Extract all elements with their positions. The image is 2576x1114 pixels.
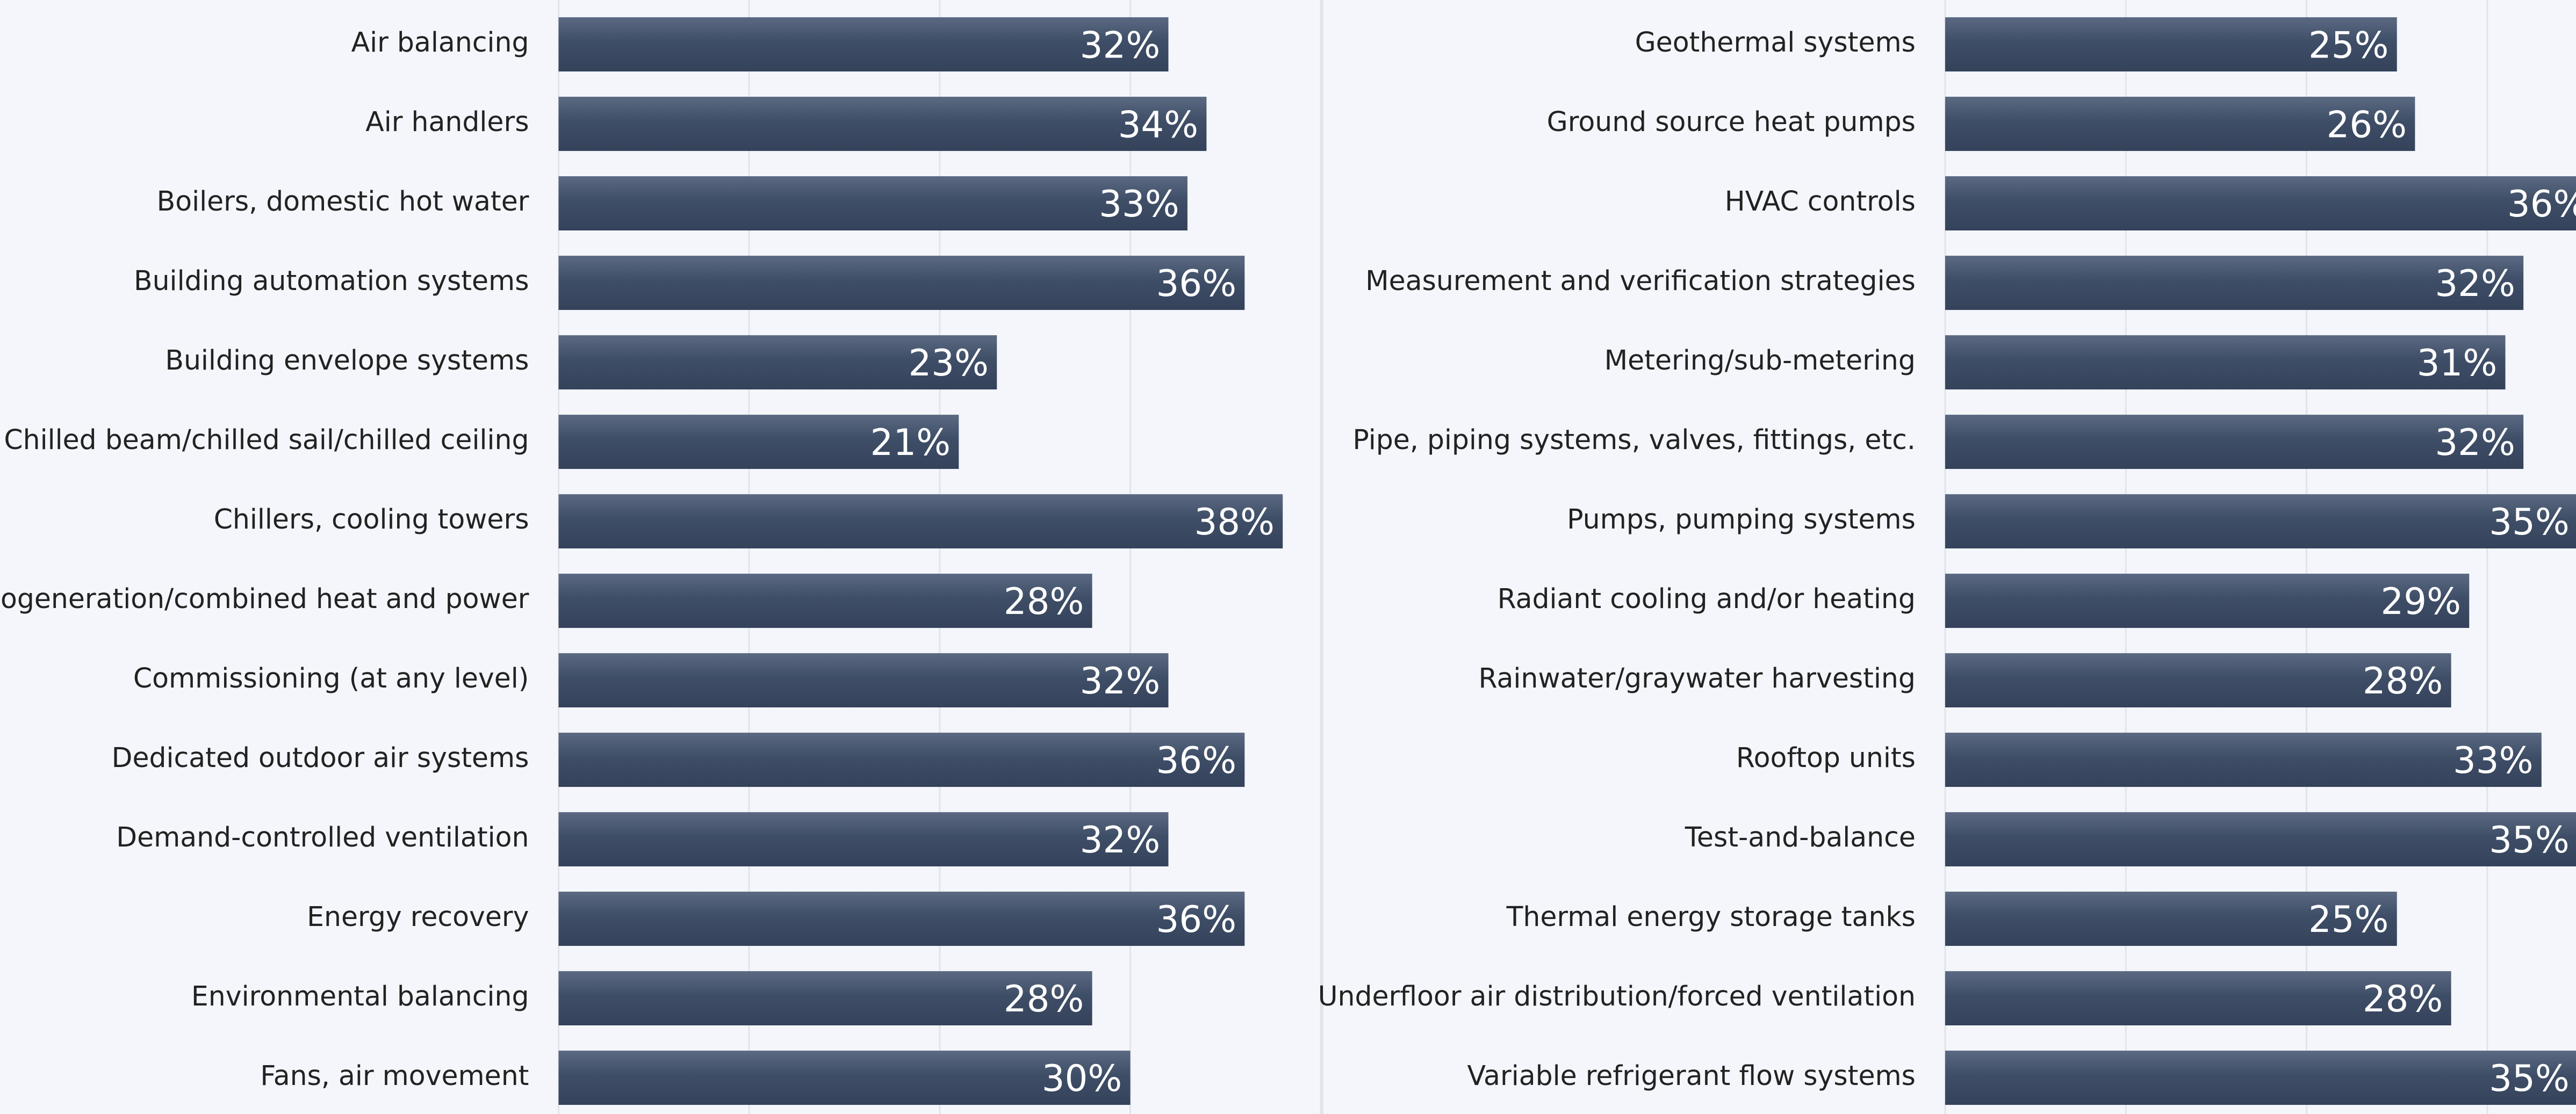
value-label: 21% (870, 422, 951, 464)
bar (1945, 97, 2415, 151)
category-label: Fans, air movement (260, 1060, 529, 1091)
value-label: 28% (1004, 581, 1084, 623)
bar (1945, 971, 2451, 1025)
value-label: 30% (1042, 1058, 1122, 1099)
category-label: Air handlers (365, 106, 529, 138)
bar (558, 97, 1207, 151)
bar (558, 971, 1092, 1025)
category-label: Air balancing (351, 26, 529, 58)
bar (558, 256, 1245, 310)
value-label: 36% (1156, 740, 1236, 782)
category-label: Pipe, piping systems, valves, fittings, … (1352, 424, 1915, 455)
value-label: 32% (1080, 819, 1160, 861)
bar (558, 653, 1169, 708)
category-label: Building envelope systems (165, 344, 529, 376)
bar (1945, 415, 2524, 469)
bar (558, 176, 1188, 231)
bar (1945, 733, 2542, 787)
value-label: 26% (2327, 104, 2407, 146)
category-label: Thermal energy storage tanks (1506, 901, 1916, 932)
category-label: Boilers, domestic hot water (157, 185, 529, 217)
value-label: 36% (1156, 263, 1236, 305)
category-label: Energy recovery (307, 901, 529, 932)
category-label: Commissioning (at any level) (133, 662, 529, 694)
bar (1945, 1051, 2576, 1105)
category-label: Underfloor air distribution/forced venti… (1318, 980, 1916, 1012)
value-label: 33% (2453, 740, 2533, 782)
value-label: 25% (2308, 24, 2388, 66)
bar (558, 574, 1092, 628)
value-label: 32% (1080, 660, 1160, 702)
category-label: Test-and-balance (1685, 821, 1916, 853)
category-label: Cogeneration/combined heat and power (0, 583, 529, 614)
value-label: 35% (2489, 501, 2569, 543)
value-label: 36% (2507, 183, 2576, 225)
bar (558, 494, 1283, 549)
value-label: 32% (2435, 422, 2515, 464)
category-label: Pumps, pumping systems (1567, 503, 1916, 535)
category-label: Variable refrigerant flow systems (1467, 1060, 1915, 1091)
value-label: 28% (2363, 978, 2443, 1020)
value-label: 33% (1099, 183, 1179, 225)
category-label: Demand-controlled ventilation (116, 821, 529, 853)
value-label: 35% (2489, 1058, 2569, 1099)
value-label: 32% (1080, 24, 1160, 66)
category-label: Chillers, cooling towers (214, 503, 529, 535)
value-label: 25% (2308, 899, 2388, 941)
value-label: 23% (908, 342, 988, 384)
bar (1945, 335, 2506, 390)
value-label: 28% (2363, 660, 2443, 702)
category-label: Rainwater/graywater harvesting (1479, 662, 1916, 694)
category-label: Chilled beam/chilled sail/chilled ceilin… (4, 424, 529, 455)
bar (558, 812, 1169, 867)
category-label: Measurement and verification strategies (1365, 265, 1916, 296)
value-label: 32% (2435, 263, 2515, 305)
bar (558, 892, 1245, 946)
value-label: 28% (1004, 978, 1084, 1020)
bar (1945, 256, 2524, 310)
value-label: 36% (1156, 899, 1236, 941)
bar (558, 335, 997, 390)
category-label: HVAC controls (1725, 185, 1916, 217)
bar (1945, 176, 2576, 231)
value-label: 34% (1118, 104, 1198, 146)
value-label: 35% (2489, 819, 2569, 861)
bar (1945, 17, 2397, 72)
category-label: Environmental balancing (191, 980, 529, 1012)
category-label: Radiant cooling and/or heating (1498, 583, 1916, 614)
bar (558, 17, 1169, 72)
bar (1945, 494, 2576, 549)
bar (1945, 892, 2397, 946)
category-label: Rooftop units (1736, 742, 1916, 773)
category-label: Building automation systems (134, 265, 529, 296)
category-label: Geothermal systems (1635, 26, 1916, 58)
bar (558, 1051, 1131, 1105)
category-label: Ground source heat pumps (1547, 106, 1916, 138)
bar (558, 733, 1245, 787)
category-label: Metering/sub-metering (1604, 344, 1916, 376)
bar (1945, 653, 2451, 708)
value-label: 31% (2417, 342, 2497, 384)
value-label: 29% (2381, 581, 2461, 623)
bar (1945, 574, 2470, 628)
category-label: Dedicated outdoor air systems (112, 742, 529, 773)
bar (558, 415, 959, 469)
value-label: 38% (1194, 501, 1274, 543)
bar (1945, 812, 2576, 867)
